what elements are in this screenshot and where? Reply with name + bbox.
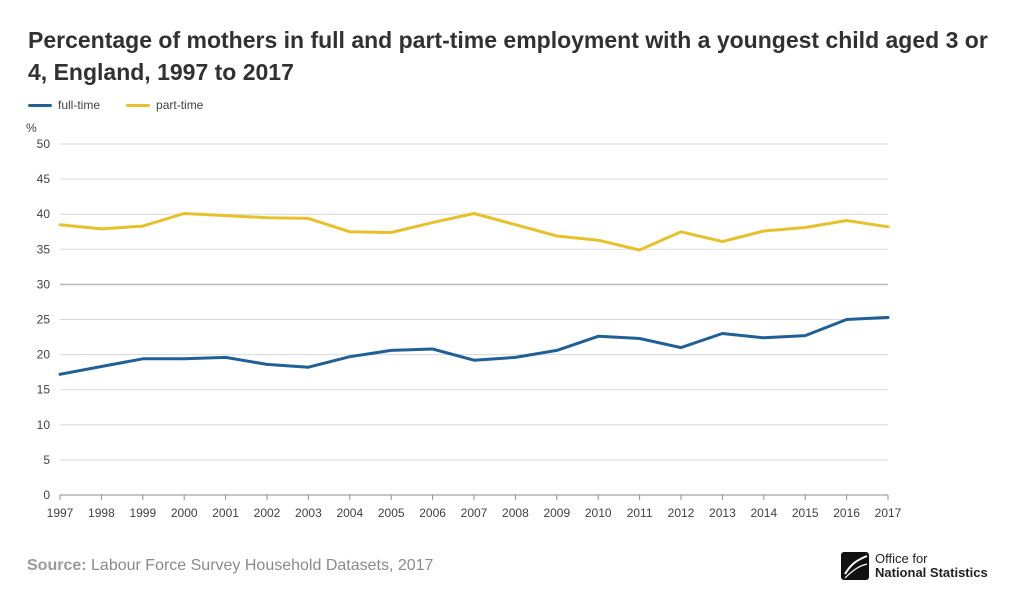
x-tick-label-2000: 2000 — [171, 506, 198, 520]
data-point-part-time-2008 — [514, 223, 517, 226]
chart-title: Percentage of mothers in full and part-t… — [28, 27, 988, 85]
x-tick-label-2001: 2001 — [212, 506, 239, 520]
ons-logo: Office for National Statistics — [841, 552, 988, 580]
data-point-full-time-2002 — [265, 363, 269, 366]
data-point-part-time-2015 — [804, 226, 807, 229]
x-tick-label-2012: 2012 — [668, 506, 695, 520]
y-tick-label-45: 45 — [37, 172, 51, 186]
data-point-part-time-2000 — [183, 212, 186, 215]
logo-line1: Office for — [875, 551, 928, 566]
x-tick-label-2005: 2005 — [378, 506, 405, 520]
data-point-full-time-2009 — [555, 349, 558, 352]
x-tick-label-2015: 2015 — [792, 506, 819, 520]
x-tick-label-2002: 2002 — [254, 506, 281, 520]
legend-item-full-time: full-time — [28, 98, 100, 112]
data-point-full-time-2006 — [431, 347, 434, 351]
y-axis-ticks: 0 5 10 15 20 25 30 35 40 45 50 — [37, 137, 51, 502]
x-tick-label-1999: 1999 — [129, 506, 156, 520]
data-point-part-time-2005 — [390, 231, 393, 234]
data-point-full-time-2005 — [390, 349, 393, 352]
y-tick-label-40: 40 — [37, 207, 51, 221]
legend-label-part-time: part-time — [156, 98, 204, 112]
ons-logo-text: Office for National Statistics — [875, 552, 988, 580]
x-tick-label-2004: 2004 — [336, 506, 363, 520]
y-tick-label-15: 15 — [37, 383, 51, 397]
legend-swatch-part-time — [126, 103, 151, 107]
x-tick-label-2008: 2008 — [502, 506, 529, 520]
data-point-part-time-1997 — [58, 223, 62, 226]
legend-label-full-time: full-time — [58, 98, 101, 112]
data-point-full-time-2000 — [183, 357, 186, 361]
y-tick-label-50: 50 — [37, 137, 51, 151]
x-tick-label-2013: 2013 — [709, 506, 736, 520]
x-tick-label-2014: 2014 — [750, 506, 777, 520]
data-point-part-time-2016 — [845, 219, 848, 222]
data-point-part-time-2001 — [224, 214, 227, 217]
data-point-full-time-1999 — [141, 357, 144, 361]
data-point-part-time-2011 — [638, 248, 641, 252]
x-tick-label-2010: 2010 — [585, 506, 612, 520]
x-axis-ticks: 1997 1998 1999 2000 2001 2002 2003 2004 2005 2006… — [47, 495, 902, 520]
x-tick-label-2017: 2017 — [875, 506, 902, 520]
y-tick-label-20: 20 — [37, 348, 51, 362]
ons-logo-icon — [841, 552, 869, 580]
y-axis-label: % — [26, 121, 37, 135]
series-lines — [58, 212, 890, 376]
data-point-full-time-1997 — [58, 373, 62, 376]
data-point-part-time-2004 — [348, 230, 351, 233]
data-point-part-time-2013 — [721, 240, 724, 243]
y-tick-label-35: 35 — [37, 242, 51, 256]
data-point-full-time-2017 — [886, 316, 890, 319]
source-label: Source: — [27, 557, 87, 574]
x-tick-label-2003: 2003 — [295, 506, 322, 520]
data-point-part-time-2007 — [472, 212, 476, 215]
y-tick-label-25: 25 — [37, 313, 51, 327]
gridlines — [60, 143, 888, 496]
y-tick-label-10: 10 — [37, 418, 51, 432]
data-point-full-time-2008 — [514, 356, 517, 359]
y-tick-label-5: 5 — [43, 453, 50, 467]
data-point-part-time-2006 — [431, 221, 434, 224]
data-point-full-time-2003 — [307, 366, 310, 369]
data-point-full-time-2007 — [472, 359, 476, 362]
data-point-full-time-2011 — [638, 337, 641, 340]
data-point-full-time-2014 — [762, 336, 765, 339]
source-note: Source: Labour Force Survey Household Da… — [27, 557, 433, 575]
source-text: Labour Force Survey Household Datasets, … — [86, 557, 434, 574]
data-point-part-time-2009 — [555, 234, 558, 238]
y-tick-label-30: 30 — [37, 277, 51, 291]
data-point-part-time-1999 — [141, 224, 144, 228]
logo-line2: National Statistics — [875, 565, 988, 580]
data-point-full-time-2010 — [597, 335, 600, 338]
x-tick-label-2016: 2016 — [833, 506, 860, 520]
data-point-part-time-2014 — [762, 229, 765, 233]
x-tick-label-2007: 2007 — [461, 506, 488, 520]
x-tick-label-1997: 1997 — [47, 506, 74, 520]
data-point-full-time-2015 — [804, 334, 807, 337]
data-point-part-time-2012 — [679, 230, 683, 233]
data-point-full-time-1998 — [100, 365, 103, 368]
data-point-full-time-2016 — [845, 318, 848, 321]
data-point-full-time-2001 — [224, 356, 227, 359]
data-point-full-time-2004 — [348, 355, 351, 358]
legend: full-time part-time — [28, 97, 229, 113]
data-point-part-time-2003 — [307, 217, 310, 220]
data-point-part-time-1998 — [100, 227, 103, 231]
data-point-part-time-2002 — [265, 216, 269, 219]
data-point-full-time-2013 — [721, 332, 724, 335]
x-tick-label-2006: 2006 — [419, 506, 446, 520]
x-tick-label-2009: 2009 — [543, 506, 570, 520]
x-tick-label-2011: 2011 — [627, 506, 653, 520]
y-tick-label-0: 0 — [43, 488, 50, 502]
series-line-full-time — [58, 315, 890, 376]
legend-item-part-time: part-time — [126, 98, 203, 112]
data-point-full-time-2012 — [679, 346, 683, 349]
data-point-part-time-2010 — [597, 238, 600, 242]
legend-swatch-full-time — [28, 103, 52, 107]
x-tick-label-1998: 1998 — [88, 506, 115, 520]
data-point-part-time-2017 — [886, 225, 890, 229]
